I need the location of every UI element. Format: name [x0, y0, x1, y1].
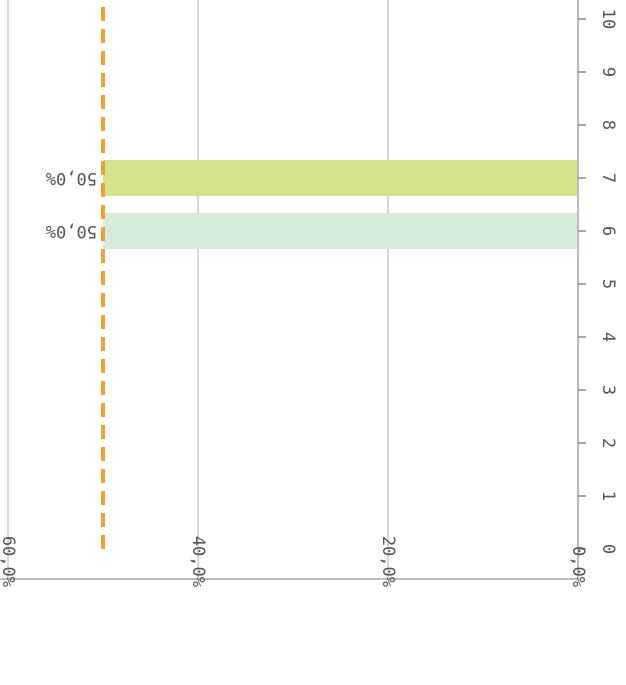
category-label: 7	[598, 173, 618, 183]
category-label: 3	[598, 385, 618, 395]
bar	[103, 213, 578, 249]
bar	[103, 160, 578, 196]
value-tick-label: 0,0%	[568, 546, 588, 587]
value-tick-label: 60,0%	[0, 536, 18, 587]
bars	[103, 160, 578, 249]
category-label: 6	[598, 226, 618, 236]
category-label: 4	[598, 332, 618, 342]
category-label: 2	[598, 438, 618, 448]
category-label: 5	[598, 279, 618, 289]
data-label: 50,0%	[46, 168, 97, 188]
data-label: 50,0%	[46, 221, 97, 241]
labels: 0 1 2 3 4 5 6 7 8 9 10 0,0% 20,0% 40,0% 60,0% 50,0% 50,0…	[0, 9, 618, 587]
category-label: 9	[598, 67, 618, 77]
category-label: 1	[598, 491, 618, 501]
category-label: 8	[598, 120, 618, 130]
category-label: 0	[598, 544, 618, 554]
category-label: 10	[598, 9, 618, 29]
value-tick-label: 20,0%	[378, 536, 398, 587]
axes	[0, 0, 586, 580]
gridlines	[7, 0, 389, 579]
value-tick-label: 40,0%	[188, 536, 208, 587]
